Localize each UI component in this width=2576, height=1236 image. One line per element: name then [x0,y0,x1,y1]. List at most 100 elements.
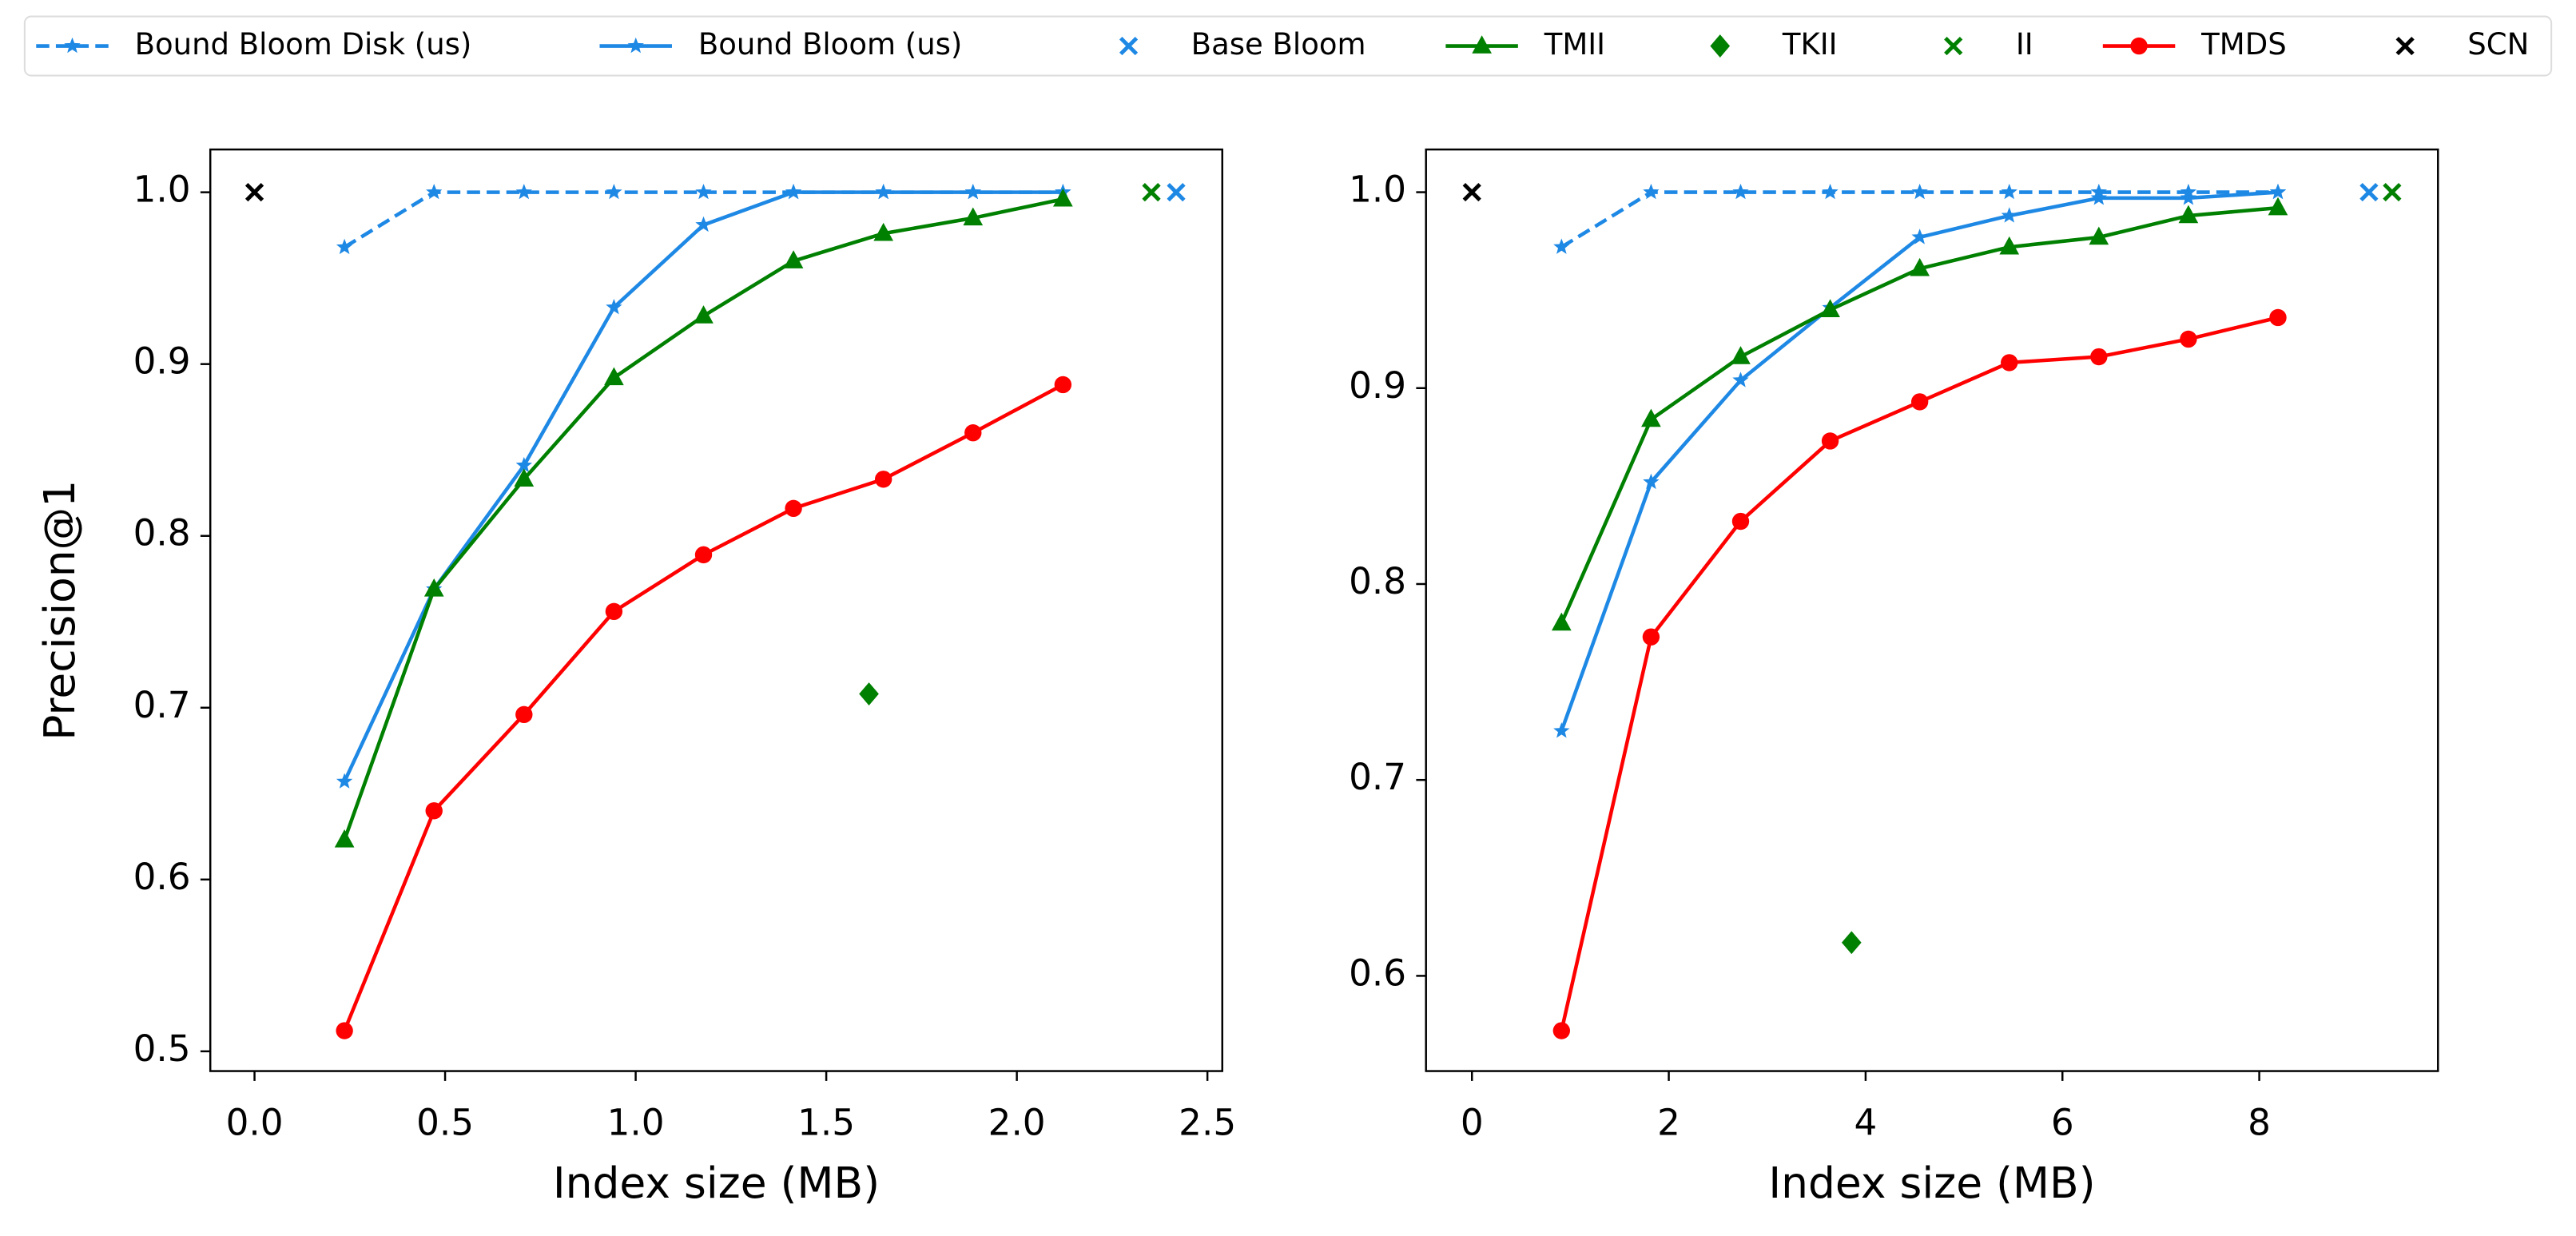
marker [1553,238,1570,254]
x-tick-label: 0.5 [416,1101,474,1143]
marker [2090,189,2107,205]
x-tick-label: 0.0 [226,1101,284,1143]
marker [1910,257,1930,276]
x-tick-label: 0 [1461,1101,1484,1143]
y-tick-label: 0.5 [133,1027,191,1070]
marker [2001,207,2017,223]
marker [1910,393,1929,411]
marker [1553,722,1570,738]
marker [1119,36,1139,56]
marker [859,682,879,705]
marker [1142,183,1161,202]
marker [605,602,623,621]
legend-label: Bound Bloom (us) [698,27,963,62]
marker [244,183,264,202]
marker [426,183,443,200]
y-tick-label: 1.0 [133,169,191,211]
marker [515,456,532,473]
y-tick-label: 0.6 [133,856,191,898]
x-axis-label: Index size (MB) [1768,1158,2095,1208]
x-tick-label: 2.0 [988,1101,1046,1143]
marker [336,1022,353,1039]
marker [1999,236,2020,255]
marker [515,705,533,724]
marker [2269,308,2287,327]
marker [423,578,444,597]
marker [606,183,622,200]
marker [1732,183,1749,200]
marker [785,499,802,518]
marker [1731,512,1750,531]
marker [1911,229,1928,244]
y-tick-label: 0.8 [133,512,191,554]
marker [1732,372,1749,387]
y-axis-label: Precision@1 [34,480,85,741]
marker [334,829,355,848]
legend-label: SCN [2467,27,2529,62]
marker [964,183,981,200]
marker [2090,348,2108,366]
marker [1643,183,1660,200]
marker [515,183,532,200]
marker [2130,37,2148,55]
marker [2178,205,2199,224]
marker [2001,354,2018,372]
marker [785,183,802,200]
legend-label: TMDS [2200,27,2287,62]
marker [2269,183,2287,200]
marker [694,546,713,564]
x-axis-label: Index size (MB) [553,1158,880,1208]
plot-area [1425,148,2439,1072]
marker [783,250,804,268]
x-tick-label: 1.5 [797,1101,855,1143]
x-tick-label: 4 [1854,1101,1878,1143]
marker [604,367,624,386]
marker [1472,35,1492,54]
legend-label: II [2016,27,2033,62]
marker [514,468,535,487]
series-line [1560,190,2278,249]
x-tick-label: 1.0 [607,1101,665,1143]
legend-label: Base Bloom [1191,27,1366,62]
marker [336,773,353,789]
marker [1054,376,1072,394]
marker [963,207,984,226]
marker [2001,183,2017,200]
marker [2180,330,2197,348]
marker [874,471,892,488]
legend-box [23,15,2553,77]
legend-label: TMII [1544,27,1605,62]
y-tick-label: 0.7 [1349,756,1406,798]
marker [1643,473,1660,490]
marker [2089,226,2109,245]
x-tick-label: 8 [2248,1101,2271,1143]
marker [2359,182,2379,202]
y-tick-label: 0.8 [1349,560,1406,602]
marker [2180,189,2197,205]
marker [627,37,644,54]
y-tick-label: 0.6 [1349,952,1406,994]
marker [1642,628,1660,646]
marker [1462,182,1481,202]
x-tick-label: 2.5 [1179,1101,1236,1143]
marker [694,305,714,324]
marker [1551,612,1572,631]
y-tick-label: 1.0 [1349,169,1406,211]
marker [1821,432,1839,450]
marker [2395,36,2415,56]
y-tick-label: 0.9 [133,340,191,383]
marker [1552,1022,1571,1039]
marker [1731,346,1751,364]
marker [336,238,353,255]
marker [1820,299,1840,317]
marker [1053,188,1073,207]
marker [964,424,982,442]
marker [1167,183,1186,202]
marker [1641,408,1661,427]
marker [695,183,712,200]
legend-label: Bound Bloom Disk (us) [135,27,472,62]
plot-area [209,148,1223,1072]
x-tick-label: 6 [2051,1101,2074,1143]
marker [606,299,622,315]
